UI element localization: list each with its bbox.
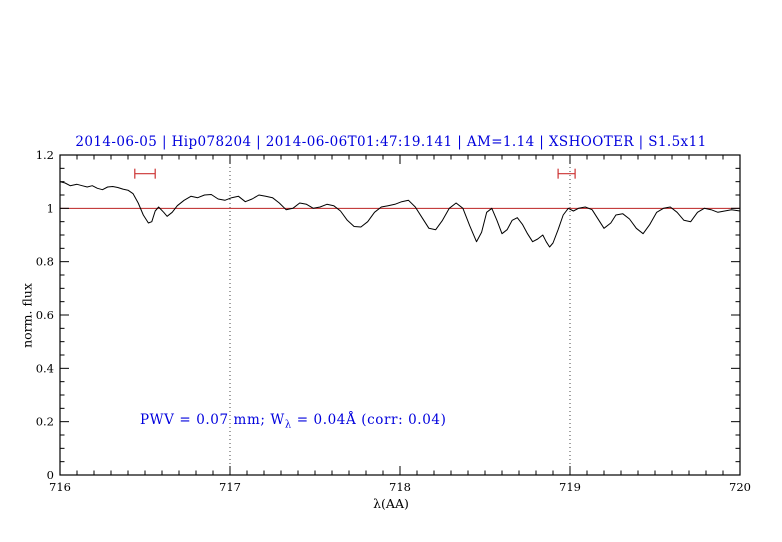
x-tick-label: 716 (49, 480, 71, 494)
x-tick-label: 720 (729, 480, 751, 494)
y-tick-label: 0 (47, 468, 54, 482)
pwv-annotation-prefix: PWV = 0.07 mm; W (140, 412, 285, 428)
x-tick-label: 719 (559, 480, 581, 494)
spectrum-line (59, 181, 741, 248)
y-tick-label: 0.2 (36, 415, 54, 429)
y-tick-label: 1.2 (36, 148, 54, 162)
y-tick-label: 0.4 (36, 361, 54, 375)
plot-title: 2014-06-05 | Hip078204 | 2014-06-06T01:4… (75, 134, 707, 150)
x-axis-label: λ(AA) (373, 496, 409, 511)
x-tick-label: 718 (389, 480, 411, 494)
y-tick-label: 0.6 (36, 308, 54, 322)
pwv-annotation: PWV = 0.07 mm; Wλ = 0.04Å (corr: 0.04) (140, 412, 446, 431)
x-tick-label: 717 (219, 480, 241, 494)
y-axis-label: norm. flux (19, 283, 35, 348)
y-tick-label: 1 (47, 201, 54, 215)
y-tick-label: 0.8 (36, 255, 54, 269)
pwv-annotation-subscript: λ (284, 419, 292, 431)
pwv-annotation-suffix: = 0.04Å (corr: 0.04) (291, 412, 447, 428)
